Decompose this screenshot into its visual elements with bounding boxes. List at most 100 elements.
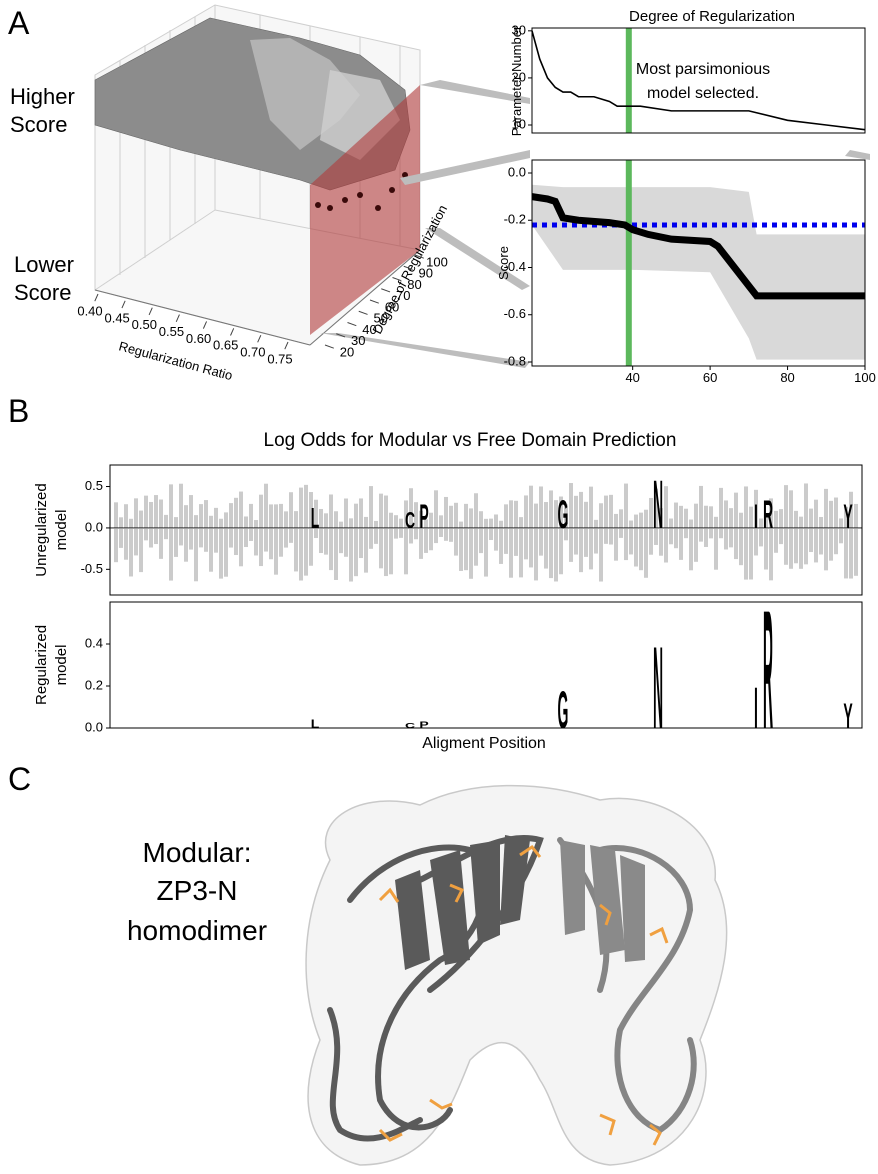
logo-noise: [814, 528, 818, 563]
logo-noise: [639, 528, 643, 571]
logo-noise: [369, 486, 373, 528]
logo-noise: [634, 514, 638, 528]
logo-noise: [794, 528, 798, 564]
logo-noise: [709, 528, 713, 539]
logo-noise: [269, 528, 273, 560]
logo-noise: [334, 511, 338, 528]
tick-mark: [121, 300, 126, 309]
logo-noise: [509, 500, 513, 528]
logo-noise: [479, 528, 483, 554]
logo-noise: [169, 528, 173, 581]
logo-noise: [464, 528, 468, 571]
logo-noise: [694, 503, 698, 528]
tick-mark: [230, 328, 235, 336]
logo-noise: [539, 486, 543, 528]
logo-noise: [569, 528, 573, 562]
logo-noise: [654, 488, 658, 528]
logo-noise: [594, 528, 598, 554]
logo-noise: [549, 528, 553, 579]
tick-mark: [414, 254, 424, 259]
logo-noise: [184, 505, 188, 528]
logo-noise: [449, 505, 453, 528]
logo-noise: [824, 528, 828, 571]
logo-noise: [499, 528, 503, 564]
logo-noise: [664, 528, 668, 563]
logo-noise: [749, 528, 753, 580]
logo-noise: [714, 528, 718, 570]
logo-noise: [259, 494, 263, 528]
logo-noise: [154, 495, 158, 528]
logo-noise: [134, 528, 138, 556]
tick-mark: [369, 299, 379, 304]
logo-noise: [314, 528, 318, 539]
logo-noise: [379, 493, 383, 528]
logo-noise: [609, 494, 613, 528]
logo-noise: [344, 528, 348, 557]
logo-noise: [254, 520, 258, 528]
logo-noise: [624, 483, 628, 528]
logo-noise: [604, 495, 608, 528]
y-tick-label: 30: [512, 22, 526, 37]
logo-noise: [264, 483, 268, 528]
logo-noise: [514, 528, 518, 556]
logo-noise: [114, 502, 118, 528]
logo-noise: [139, 510, 143, 528]
logo-noise: [584, 528, 588, 557]
logo-noise: [354, 503, 358, 528]
y-axis-label: Parameter Number: [509, 25, 524, 136]
logo-noise: [674, 502, 678, 528]
logo-noise: [119, 528, 123, 548]
logo-noise: [369, 528, 373, 549]
logo-noise: [579, 528, 583, 573]
tick-mark: [94, 293, 99, 302]
logo-noise: [309, 492, 313, 528]
tick-label: 0.65: [213, 338, 238, 353]
high-label: Score: [10, 112, 67, 137]
tick-label: 70: [396, 288, 410, 303]
low-label: Score: [14, 280, 71, 305]
logo-noise: [739, 528, 743, 566]
logo-noise: [514, 500, 518, 528]
logo-noise: [714, 516, 718, 528]
logo-noise: [304, 484, 308, 528]
logo-noise: [794, 510, 798, 528]
logo-noise: [384, 495, 388, 528]
tick-mark: [148, 307, 153, 316]
logo-noise: [424, 519, 428, 528]
logo-noise: [754, 489, 758, 528]
logo-noise: [264, 528, 268, 552]
logo-noise: [544, 528, 548, 569]
logo-noise: [439, 528, 443, 537]
logo-noise: [719, 528, 723, 539]
logo-noise: [229, 503, 233, 528]
logo-noise: [639, 512, 643, 528]
logo-noise: [664, 486, 668, 528]
logo-noise: [789, 490, 793, 528]
tick-mark: [284, 341, 289, 350]
logo-noise: [339, 521, 343, 528]
logo-noise: [129, 528, 133, 577]
logo-letter: C: [405, 509, 415, 534]
logo-noise: [434, 528, 438, 544]
logo-letter: N: [653, 466, 663, 544]
logo-noise: [544, 502, 548, 528]
chart-title: Degree of Regularization: [629, 8, 795, 25]
logo-noise: [569, 483, 573, 528]
logo-noise: [214, 528, 218, 553]
logo-noise: [354, 528, 358, 577]
logo-noise: [209, 515, 213, 528]
plot-frame: [531, 27, 866, 134]
logo-noise: [469, 528, 473, 579]
logo-noise: [464, 503, 468, 528]
logo-noise: [394, 528, 398, 539]
logo-noise: [534, 528, 538, 581]
logo-noise: [629, 520, 633, 528]
tick-label: 0.60: [186, 331, 211, 346]
logo-noise: [124, 504, 128, 528]
logo-noise: [279, 503, 283, 528]
logo-noise: [699, 485, 703, 528]
logo-noise: [559, 528, 563, 575]
logo-noise: [684, 508, 688, 528]
y-tick-label: -0.8: [504, 353, 526, 368]
tick-mark: [381, 288, 391, 293]
